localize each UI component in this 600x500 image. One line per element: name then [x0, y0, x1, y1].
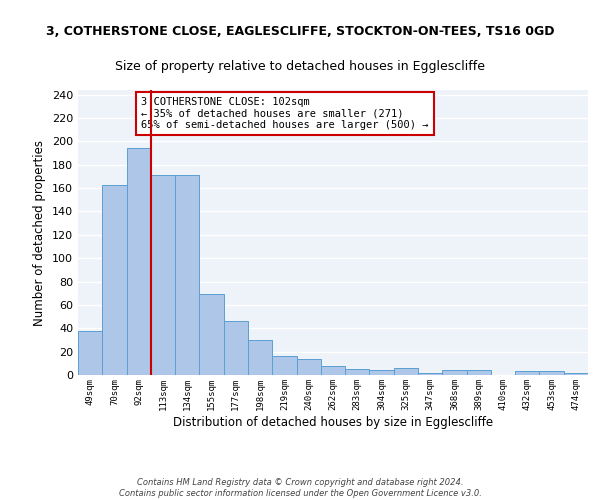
Bar — [321, 366, 345, 375]
Bar — [564, 372, 588, 375]
Bar — [515, 372, 539, 375]
Bar — [467, 370, 491, 375]
Bar — [442, 370, 467, 375]
Bar — [102, 184, 127, 375]
Bar — [345, 369, 370, 375]
Bar — [78, 330, 102, 375]
Text: 3, COTHERSTONE CLOSE, EAGLESCLIFFE, STOCKTON-ON-TEES, TS16 0GD: 3, COTHERSTONE CLOSE, EAGLESCLIFFE, STOC… — [46, 25, 554, 38]
Text: 3 COTHERSTONE CLOSE: 102sqm
← 35% of detached houses are smaller (271)
65% of se: 3 COTHERSTONE CLOSE: 102sqm ← 35% of det… — [141, 97, 428, 130]
Bar — [418, 372, 442, 375]
Text: Size of property relative to detached houses in Egglescliffe: Size of property relative to detached ho… — [115, 60, 485, 73]
Bar — [199, 294, 224, 375]
Bar — [127, 148, 151, 375]
Bar — [224, 322, 248, 375]
Bar — [539, 372, 564, 375]
Bar — [248, 340, 272, 375]
Text: Contains HM Land Registry data © Crown copyright and database right 2024.
Contai: Contains HM Land Registry data © Crown c… — [119, 478, 481, 498]
Bar — [394, 368, 418, 375]
Bar — [151, 176, 175, 375]
Bar — [175, 176, 199, 375]
Bar — [272, 356, 296, 375]
Bar — [296, 358, 321, 375]
X-axis label: Distribution of detached houses by size in Egglescliffe: Distribution of detached houses by size … — [173, 416, 493, 428]
Y-axis label: Number of detached properties: Number of detached properties — [34, 140, 46, 326]
Bar — [370, 370, 394, 375]
